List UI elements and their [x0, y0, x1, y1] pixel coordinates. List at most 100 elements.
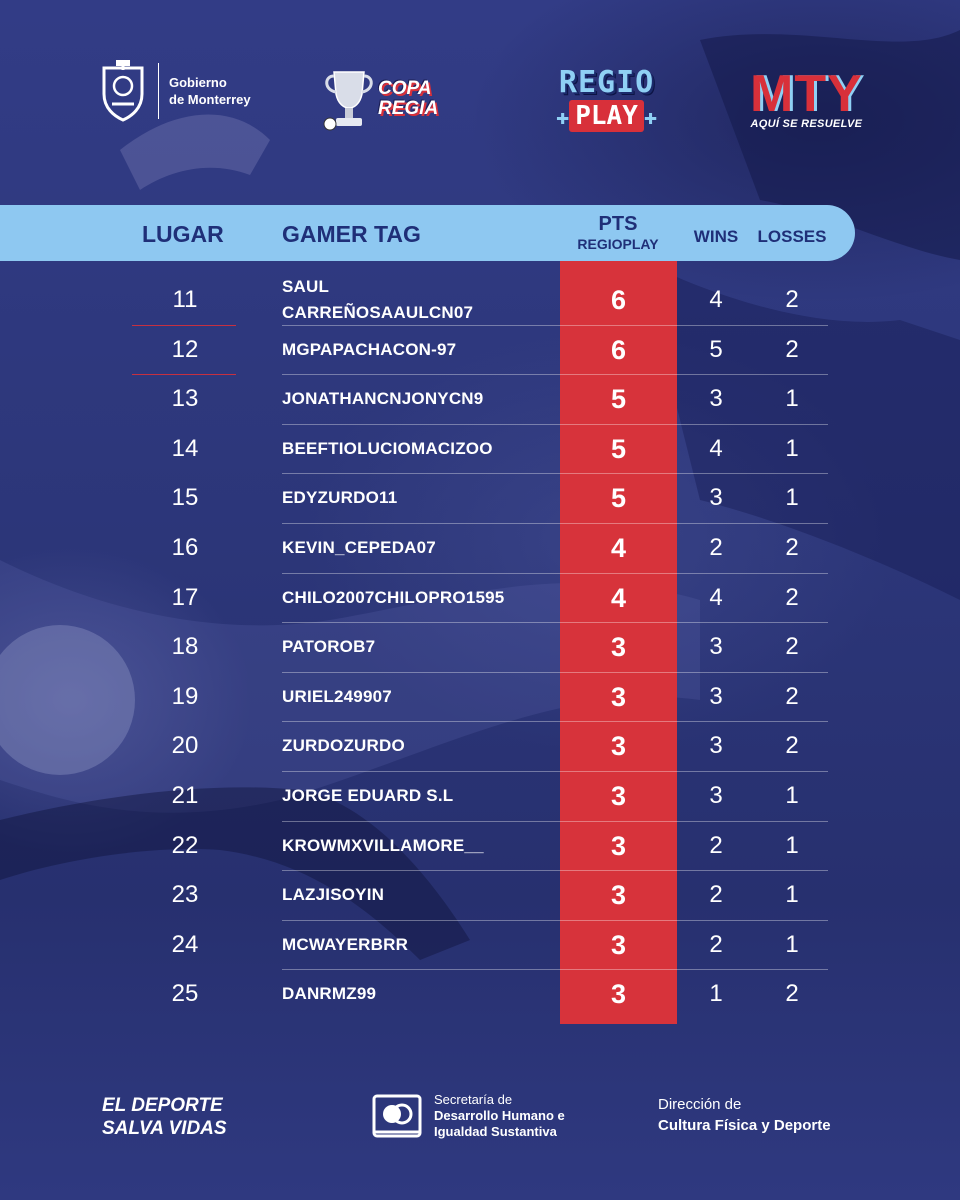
- rank-cell: 11: [172, 286, 198, 313]
- rank-cell: 17: [171, 583, 199, 611]
- wins-cell: 4: [709, 434, 723, 462]
- gamer-tag-line: BEEFTIOLUCIOMACIZOO: [282, 438, 493, 458]
- rank-cell: 22: [171, 831, 199, 859]
- header-pts-label: PTS: [598, 213, 638, 235]
- table-row: 13 5 3 1 JONATHANCNJONYCN9: [0, 375, 960, 425]
- table-row: 22 3 2 1 KROWMXVILLAMORE__: [0, 822, 960, 872]
- pts-cell: 3: [610, 979, 627, 1010]
- row-divider: [282, 374, 828, 376]
- mty-word: MTY: [750, 65, 863, 123]
- table-row: 14 5 4 1 BEEFTIOLUCIOMACIZOO: [0, 425, 960, 475]
- table-row: 24 3 2 1 MCWAYERBRR: [0, 921, 960, 971]
- wins-cell: 2: [709, 881, 723, 909]
- wins-cell: 3: [709, 781, 723, 809]
- pts-cell: 3: [610, 632, 627, 663]
- wins-cell: 3: [709, 732, 723, 760]
- wins-cell: 2: [709, 930, 723, 958]
- header-pts-sub: REGIOPLAY: [577, 236, 659, 252]
- pts-cell: 3: [610, 780, 627, 811]
- trophy-icon: [323, 71, 373, 131]
- direccion-line2: Cultura Física y Deporte: [658, 1117, 831, 1134]
- pts-cell: 3: [610, 929, 627, 960]
- pts-cell: 3: [610, 681, 627, 712]
- rank-cell: 20: [171, 732, 199, 760]
- gamer-tag-line: JONATHANCNJONYCN9: [282, 389, 484, 409]
- losses-cell: 2: [785, 335, 799, 363]
- losses-cell: 1: [785, 881, 799, 909]
- copa-word: COPA: [378, 78, 432, 99]
- losses-cell: 2: [785, 732, 799, 760]
- slogan-line1: EL DEPORTE: [102, 1095, 223, 1116]
- rank-cell: 16: [171, 533, 199, 561]
- gamer-tag-cell: KROWMXVILLAMORE__: [282, 836, 560, 856]
- header-losses: LOSSES: [757, 227, 827, 246]
- mty-slogan: AQUÍ SE RESUELVE: [750, 118, 863, 130]
- wins-cell: 3: [709, 682, 723, 710]
- losses-cell: 2: [785, 682, 799, 710]
- table-row: 11 6 4 2 SAUL CARREÑOSAAULCN07: [0, 276, 960, 326]
- gamer-tag-cell: URIEL249907: [282, 687, 560, 707]
- regio-play-logo: REGIO ✚ PLAY ✚: [556, 66, 657, 134]
- pts-cell: 3: [610, 830, 627, 861]
- play-word: PLAY: [569, 100, 644, 132]
- regio-word: REGIO: [558, 65, 655, 100]
- losses-cell: 1: [785, 930, 799, 958]
- gamer-tag-line: DANRMZ99: [282, 984, 377, 1004]
- standings-rows: 11 6 4 2 SAUL CARREÑOSAAULCN07 12 6 5 2 MGPAPACHAC…: [0, 276, 960, 1020]
- gamer-tag-cell: PATOROB7: [282, 637, 560, 657]
- gamer-tag-cell: BEEFTIOLUCIOMACIZOO: [282, 439, 560, 459]
- pts-cell: 4: [610, 582, 627, 613]
- pts-cell: 5: [610, 433, 627, 464]
- gamer-tag-cell: LAZJISOYIN: [282, 885, 560, 905]
- losses-cell: 1: [785, 831, 799, 859]
- gamer-tag-cell: MGPAPACHACON-97: [282, 340, 560, 360]
- gamer-tag-line: MGPAPACHACON-97: [282, 339, 457, 359]
- gamer-tag-cell: JORGE EDUARD S.L: [282, 786, 560, 806]
- gamer-tag-line: EDYZURDO11: [282, 488, 398, 508]
- losses-cell: 1: [785, 434, 799, 462]
- gamer-tag-cell: ZURDOZURDO: [282, 736, 560, 756]
- gamer-tag-line: CARREÑOSAAULCN07: [282, 303, 474, 322]
- secretaria-line2: Desarrollo Humano e: [434, 1108, 565, 1123]
- rank-cell: 14: [171, 434, 199, 462]
- pts-cell: 5: [610, 384, 627, 415]
- pts-cell: 4: [610, 532, 627, 563]
- slogan: EL DEPORTE SALVA VIDAS: [102, 1094, 227, 1140]
- rank-cell: 15: [171, 484, 199, 512]
- pts-cell: 6: [610, 334, 627, 365]
- table-row: 18 3 3 2 PATOROB7: [0, 623, 960, 673]
- pts-cell: 5: [610, 483, 627, 514]
- header-pts: PTS REGIOPLAY: [560, 213, 676, 253]
- gamer-tag-line: MCWAYERBRR: [282, 934, 409, 954]
- divider: [158, 63, 159, 119]
- direccion-line1: Dirección de: [658, 1096, 742, 1113]
- regia-word: REGIA: [378, 98, 439, 119]
- table-row: 25 3 1 2 DANRMZ99: [0, 970, 960, 1020]
- rank-cell: 25: [171, 980, 199, 1008]
- coat-of-arms-icon: [102, 60, 144, 122]
- wins-cell: 3: [709, 484, 723, 512]
- rank-cell: 21: [171, 781, 199, 809]
- losses-cell: 2: [785, 980, 799, 1008]
- rank-cell: 13: [171, 385, 199, 413]
- row-divider: [282, 622, 828, 624]
- header-wins: WINS: [693, 227, 739, 246]
- table-row: 19 3 3 2 URIEL249907: [0, 673, 960, 723]
- rank-cell: 12: [171, 335, 199, 363]
- gamer-tag-line: URIEL249907: [282, 686, 392, 706]
- pts-cell: 6: [610, 285, 627, 315]
- gamer-tag-cell: MCWAYERBRR: [282, 935, 560, 955]
- table-header: LUGAR GAMER TAG PTS REGIOPLAY WINS LOSSE…: [0, 205, 855, 261]
- gamer-tag-cell: SAUL CARREÑOSAAULCN07: [282, 274, 560, 326]
- gobierno-logo: Gobierno de Monterrey: [98, 60, 251, 122]
- losses-cell: 2: [785, 533, 799, 561]
- secretaria-line3: Igualdad Sustantiva: [434, 1124, 557, 1139]
- header-gamer-tag: GAMER TAG: [282, 221, 421, 247]
- slogan-line2: SALVA VIDAS: [102, 1118, 227, 1139]
- mty-logo: MTY AQUÍ SE RESUELVE: [750, 65, 863, 130]
- gamer-tag-cell: CHILO2007CHILOPRO1595: [282, 588, 560, 608]
- plus-icon: ✚: [556, 105, 570, 130]
- losses-cell: 1: [785, 385, 799, 413]
